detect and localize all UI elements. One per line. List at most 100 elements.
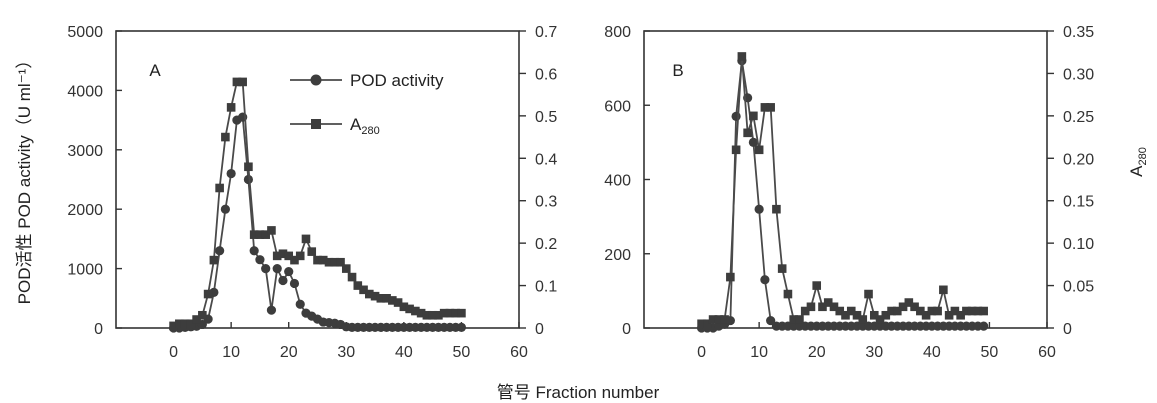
data-point-square [714, 315, 724, 324]
y-left-tick-label: 0 [94, 321, 103, 338]
data-point-square [950, 306, 960, 316]
data-point-square [933, 306, 942, 316]
data-point-square [411, 306, 420, 316]
data-point-circle [295, 299, 305, 309]
data-point-square [209, 255, 219, 265]
data-point-square [766, 103, 775, 112]
x-tick-label: 60 [510, 344, 528, 361]
panel-label: A [149, 61, 161, 80]
y-right-tick-label: 0.10 [1063, 236, 1094, 253]
data-point-square [944, 310, 954, 320]
data-point-circle [249, 246, 259, 256]
data-point-square [812, 281, 822, 290]
data-point-square [979, 306, 988, 316]
y-axis-label-right-b: A280 [1127, 147, 1149, 177]
x-tick-label: 0 [697, 344, 706, 361]
data-point-square [754, 145, 764, 155]
panel-a: 0 10 20 30 40 50 60 0 1000 2000 3000 4000 5000 0 0.1 0.… [67, 24, 557, 361]
y-right-tick-label: 0.25 [1063, 109, 1094, 126]
data-point-square [169, 321, 178, 331]
y-left-tick-label: 5000 [67, 24, 103, 41]
data-point-square [743, 128, 752, 138]
data-point-square [823, 298, 833, 307]
data-point-square [405, 304, 414, 314]
data-point-square [864, 289, 873, 299]
data-point-square [226, 103, 236, 112]
y-right-tick-label: 0.35 [1063, 24, 1094, 41]
data-point-square [261, 230, 270, 239]
data-point-square [818, 302, 827, 312]
legend-label-text: A [350, 115, 362, 134]
data-point-square [382, 294, 391, 303]
data-point-square [869, 310, 879, 320]
data-point-square [175, 319, 184, 329]
data-point-square [416, 308, 426, 318]
data-point-square [318, 255, 328, 265]
data-point-square [887, 306, 896, 316]
data-point-square [726, 272, 735, 282]
data-point-square [881, 310, 891, 320]
x-tick-label: 0 [169, 344, 178, 361]
y-right-tick-label: 0.05 [1063, 279, 1094, 296]
data-point-circle [766, 315, 776, 326]
y-right-tick-label: 0.15 [1063, 194, 1094, 211]
data-point-circle [760, 275, 770, 285]
data-point-square [203, 289, 213, 299]
y-left-tick-label: 400 [604, 173, 631, 190]
data-point-square [307, 247, 317, 256]
data-point-square [720, 315, 729, 324]
y-left-tick-label: 3000 [67, 143, 103, 160]
data-point-square [434, 310, 443, 320]
data-point-square [697, 319, 706, 329]
y-right-tick-label: 0.4 [535, 151, 557, 168]
data-point-square [910, 302, 919, 312]
data-point-circle [979, 321, 989, 331]
data-point-square [180, 319, 190, 329]
data-point-square [324, 257, 334, 267]
data-point-square [399, 302, 409, 312]
data-point-square [806, 302, 816, 312]
y-left-tick-label: 800 [604, 24, 631, 41]
panel-b: 0 10 20 30 40 50 60020040060080000.050.100.150… [604, 24, 1094, 361]
data-point-square [336, 257, 345, 267]
data-point-square [445, 308, 455, 318]
data-point-square [388, 296, 397, 305]
y-left-tick-label: 4000 [67, 83, 103, 100]
y-right-tick-label: 0.30 [1063, 66, 1094, 83]
data-point-square [341, 264, 351, 273]
data-point-square [749, 111, 758, 121]
x-tick-label: 20 [280, 344, 298, 361]
data-point-square [841, 310, 850, 320]
x-tick-label: 40 [395, 344, 413, 361]
y-left-tick-label: 1000 [67, 262, 103, 279]
data-point-square [249, 230, 259, 239]
data-point-square [795, 315, 804, 324]
data-point-square [244, 162, 253, 172]
data-point-square [829, 302, 839, 312]
x-tick-label: 50 [981, 344, 999, 361]
data-point-square [904, 298, 914, 307]
data-point-square [737, 52, 747, 61]
data-point-square [422, 310, 432, 320]
x-tick-label: 30 [865, 344, 883, 361]
plot-frame [115, 30, 520, 329]
data-point-square [783, 289, 793, 299]
data-point-square [376, 294, 386, 303]
data-point-square [703, 319, 712, 329]
y-left-tick-label: 600 [604, 98, 631, 115]
data-point-square [353, 281, 363, 290]
data-point-circle [261, 264, 271, 274]
data-point-square [301, 234, 311, 244]
y-right-tick-label: 0 [535, 321, 544, 338]
data-point-square [852, 310, 862, 320]
plot-frame [643, 30, 1048, 329]
data-point-square [772, 204, 781, 214]
data-point-square [393, 298, 403, 307]
data-point-circle [731, 111, 741, 121]
data-point-circle [272, 264, 282, 274]
y-left-tick-label: 2000 [67, 202, 103, 219]
data-point-circle [226, 168, 236, 179]
x-tick-label: 10 [222, 344, 240, 361]
data-point-square [313, 255, 322, 265]
data-point-square [215, 183, 224, 193]
